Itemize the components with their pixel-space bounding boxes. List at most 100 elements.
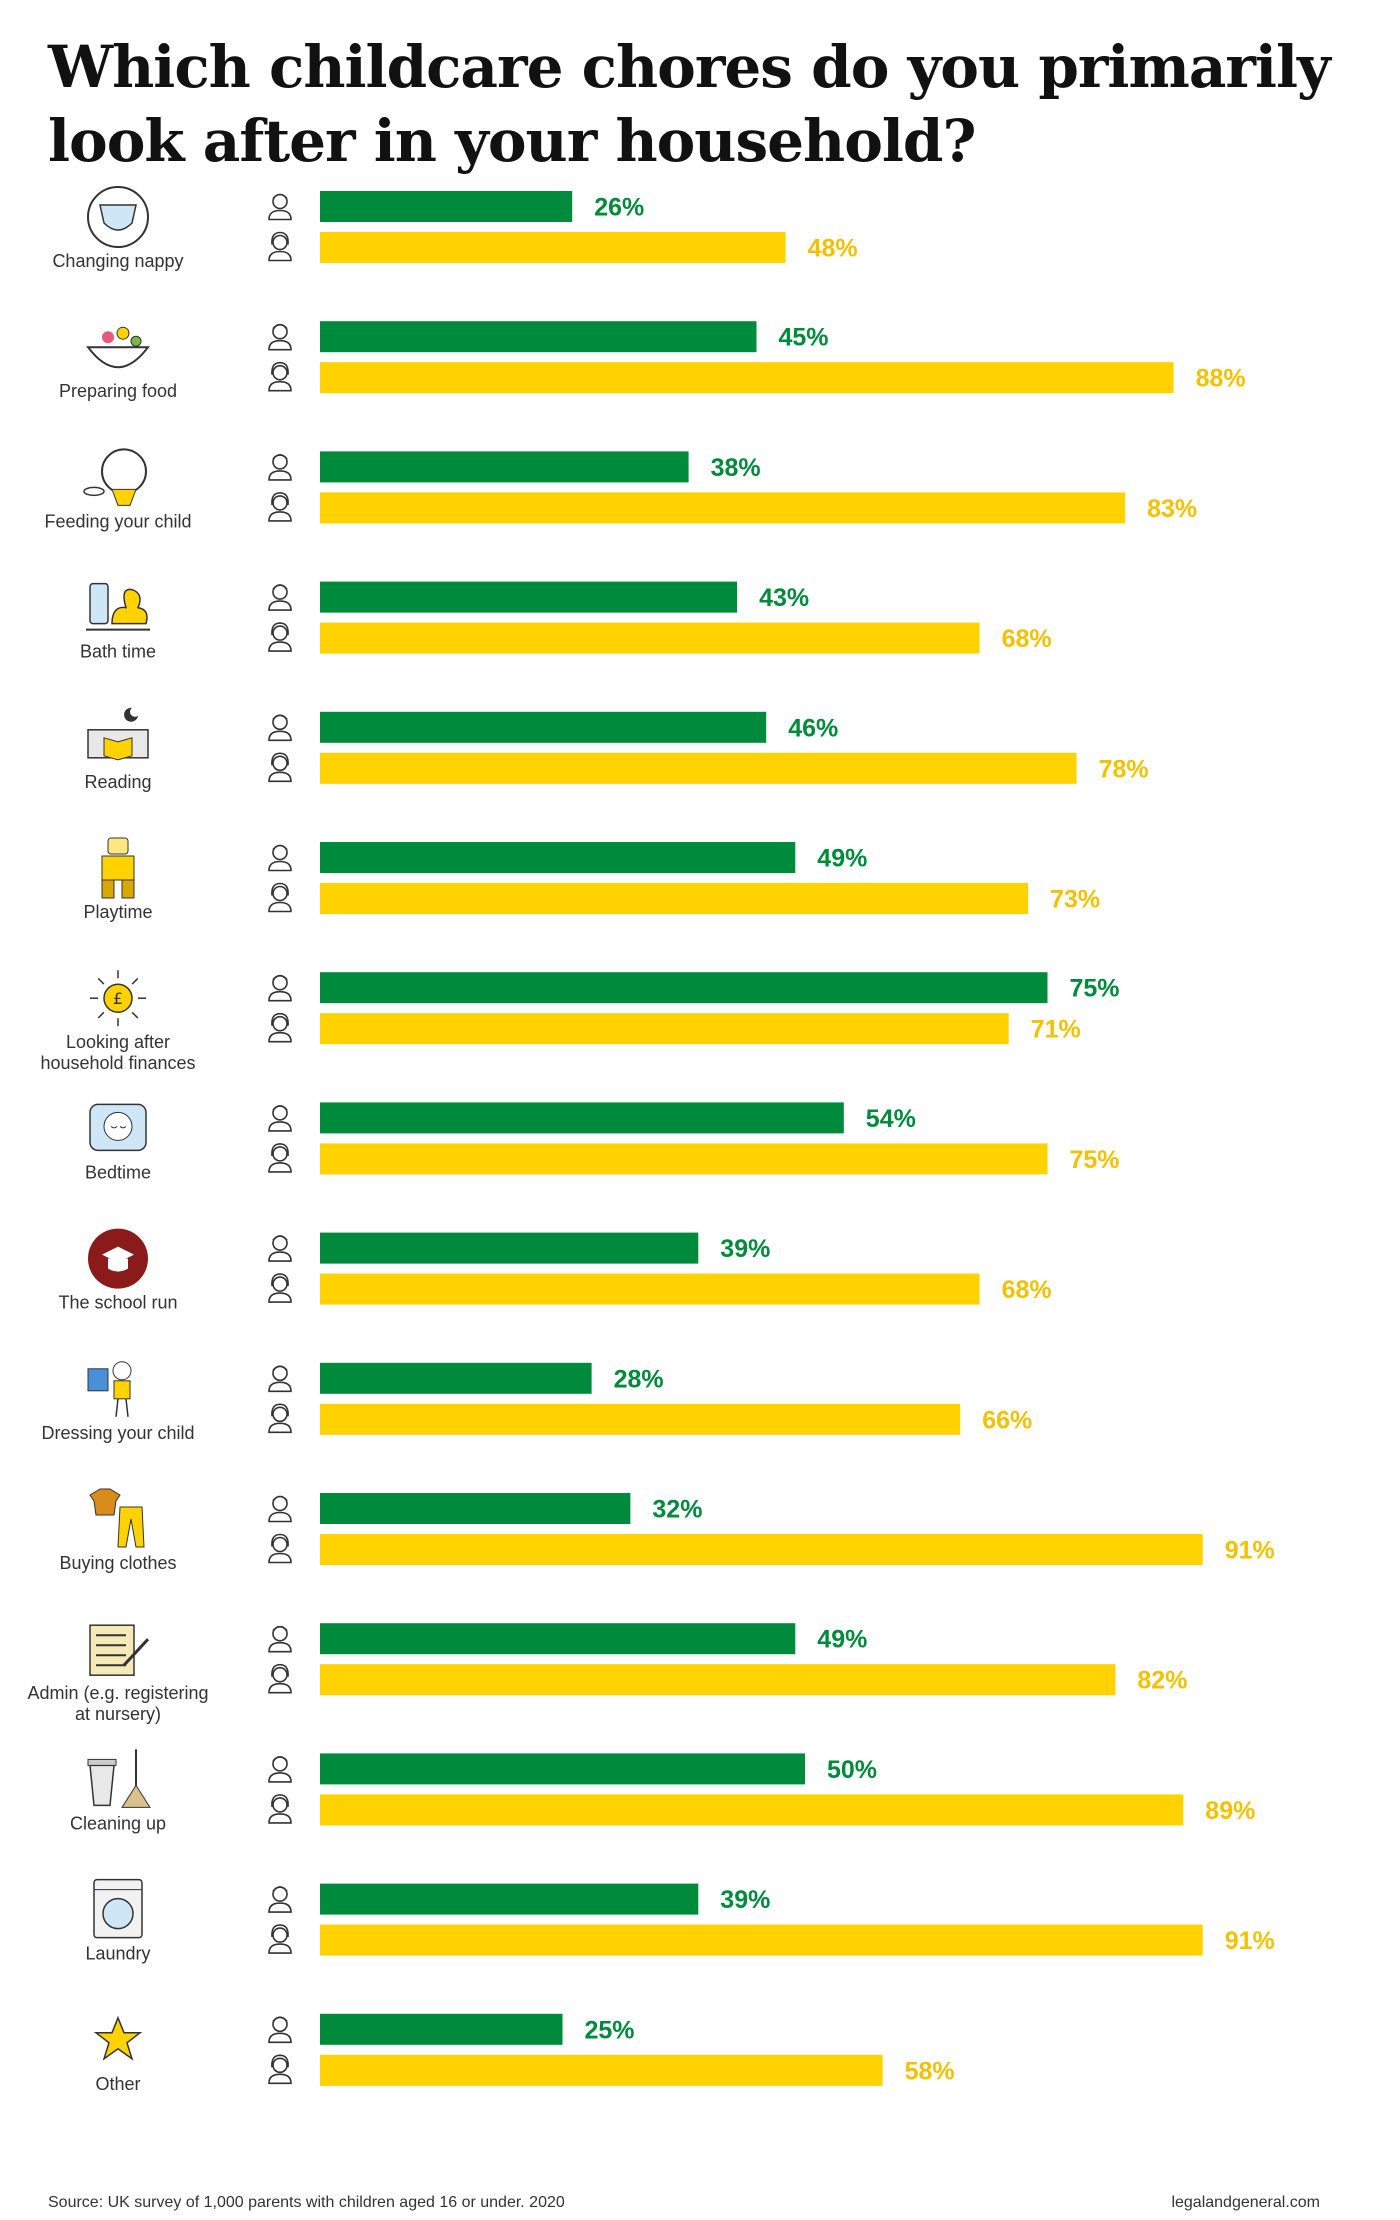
chore-label-line: Cleaning up xyxy=(70,1813,166,1833)
title-line-2: look after in your household? xyxy=(48,107,976,175)
value-label-father: 45% xyxy=(779,324,829,352)
chore-label: Laundry xyxy=(85,1944,150,1964)
value-label-father: 50% xyxy=(827,1756,877,1784)
mother-icon xyxy=(268,1403,292,1434)
bar-mother xyxy=(320,1273,980,1305)
bar-mother xyxy=(320,1013,1009,1045)
chart-row: Reading 46% 78% xyxy=(84,707,1149,792)
chart-row: Bedtime 54% 75% xyxy=(85,1102,1120,1182)
chore-label: Preparing food xyxy=(59,381,177,401)
value-label-father: 32% xyxy=(652,1496,702,1524)
bar-father xyxy=(320,842,796,873)
bar-father xyxy=(320,1753,805,1785)
chart-row: Bath time 43% 68% xyxy=(80,581,1052,662)
chart-row: Other 25% 58% xyxy=(93,2013,955,2094)
chart-row: Dressing your child 28% 66% xyxy=(41,1361,1032,1443)
bar-mother xyxy=(320,492,1126,524)
chart-row: Feeding your child 38% 83% xyxy=(44,448,1197,531)
chart-row: Laundry 39% 91% xyxy=(85,1878,1275,1964)
bar-mother xyxy=(320,232,786,263)
nappy-icon xyxy=(87,186,149,248)
father-icon xyxy=(268,1886,292,1913)
bar-mother xyxy=(320,1924,1203,1956)
chart-row: Playtime 49% 73% xyxy=(83,837,1100,922)
value-label-father: 39% xyxy=(720,1235,770,1263)
value-label-father: 75% xyxy=(1070,975,1120,1003)
chore-label-line: Playtime xyxy=(83,902,152,922)
chart-row: £ Looking after household finances 75% 71% xyxy=(40,970,1120,1073)
father-icon xyxy=(268,2016,292,2044)
value-label-mother: 88% xyxy=(1196,365,1246,393)
chore-label-line: Reading xyxy=(84,772,151,792)
value-label-father: 49% xyxy=(817,1626,867,1654)
mother-icon xyxy=(268,1533,292,1564)
mother-icon xyxy=(268,1794,292,1824)
value-label-mother: 68% xyxy=(1002,1276,1052,1304)
father-icon xyxy=(268,584,292,611)
bar-mother xyxy=(320,2054,883,2086)
value-label-father: 54% xyxy=(866,1105,916,1133)
father-icon xyxy=(268,1105,292,1132)
bar-father xyxy=(320,1232,699,1264)
chart-row: Admin (e.g. registering at nursery) 49% 82% xyxy=(27,1623,1187,1724)
bed-book-icon xyxy=(87,707,149,761)
bar-father xyxy=(320,2013,563,2045)
bar-mother xyxy=(320,622,980,654)
value-label-mother: 89% xyxy=(1205,1797,1255,1825)
rubber-duck-icon xyxy=(86,582,150,631)
value-label-mother: 82% xyxy=(1137,1667,1187,1695)
chore-label-line: The school run xyxy=(58,1293,177,1313)
tshirt-trousers-icon xyxy=(89,1488,145,1548)
father-icon xyxy=(268,1756,292,1783)
mother-icon xyxy=(268,2054,292,2085)
mother-icon xyxy=(268,882,292,913)
bar-father xyxy=(320,1493,631,1524)
bar-mother xyxy=(320,752,1077,784)
chore-label: Changing nappy xyxy=(52,251,183,271)
chore-label-line: at nursery) xyxy=(75,1704,161,1724)
father-icon xyxy=(268,193,292,221)
chore-label-line: Bath time xyxy=(80,642,156,662)
value-label-mother: 71% xyxy=(1031,1016,1081,1044)
value-label-mother: 58% xyxy=(905,2057,955,2085)
baby-bib-icon xyxy=(83,448,147,506)
chart-row: Changing nappy 26% 48% xyxy=(52,186,858,271)
chore-label: Bath time xyxy=(80,642,156,662)
value-label-father: 46% xyxy=(788,714,838,742)
mother-icon xyxy=(268,361,292,392)
father-icon xyxy=(268,323,292,351)
mother-icon xyxy=(268,1143,292,1173)
value-label-mother: 48% xyxy=(808,235,858,263)
father-icon xyxy=(268,1495,292,1523)
bar-mother xyxy=(320,362,1174,394)
value-label-father: 25% xyxy=(585,2016,635,2044)
graduation-cap-icon xyxy=(88,1228,148,1289)
chore-label: Bedtime xyxy=(85,1162,151,1182)
value-label-father: 38% xyxy=(711,454,761,482)
chore-label: Other xyxy=(95,2074,140,2094)
chart-row: Cleaning up 50% 89% xyxy=(70,1749,1255,1833)
value-label-father: 43% xyxy=(759,584,809,612)
bar-mother xyxy=(320,1403,961,1435)
value-label-mother: 91% xyxy=(1225,1537,1275,1565)
bar-father xyxy=(320,972,1048,1004)
father-icon xyxy=(268,1235,292,1262)
bar-mother xyxy=(320,1534,1203,1565)
chart-row: Preparing food 45% 88% xyxy=(59,321,1246,401)
chore-label-line: Looking after xyxy=(66,1032,170,1052)
chore-label-line: Buying clothes xyxy=(59,1553,176,1573)
chore-label: Looking after household finances xyxy=(40,1032,195,1073)
value-label-mother: 78% xyxy=(1099,755,1149,783)
bar-father xyxy=(320,191,573,222)
value-label-father: 26% xyxy=(594,194,644,222)
mother-icon xyxy=(268,1273,292,1303)
value-label-father: 39% xyxy=(720,1886,770,1914)
bar-father xyxy=(320,581,738,613)
value-label-father: 28% xyxy=(614,1365,664,1393)
bar-mother xyxy=(320,883,1029,914)
value-label-mother: 75% xyxy=(1070,1146,1120,1174)
bar-father xyxy=(320,711,767,743)
mother-icon xyxy=(268,492,292,522)
chore-label-line: Dressing your child xyxy=(41,1423,194,1443)
